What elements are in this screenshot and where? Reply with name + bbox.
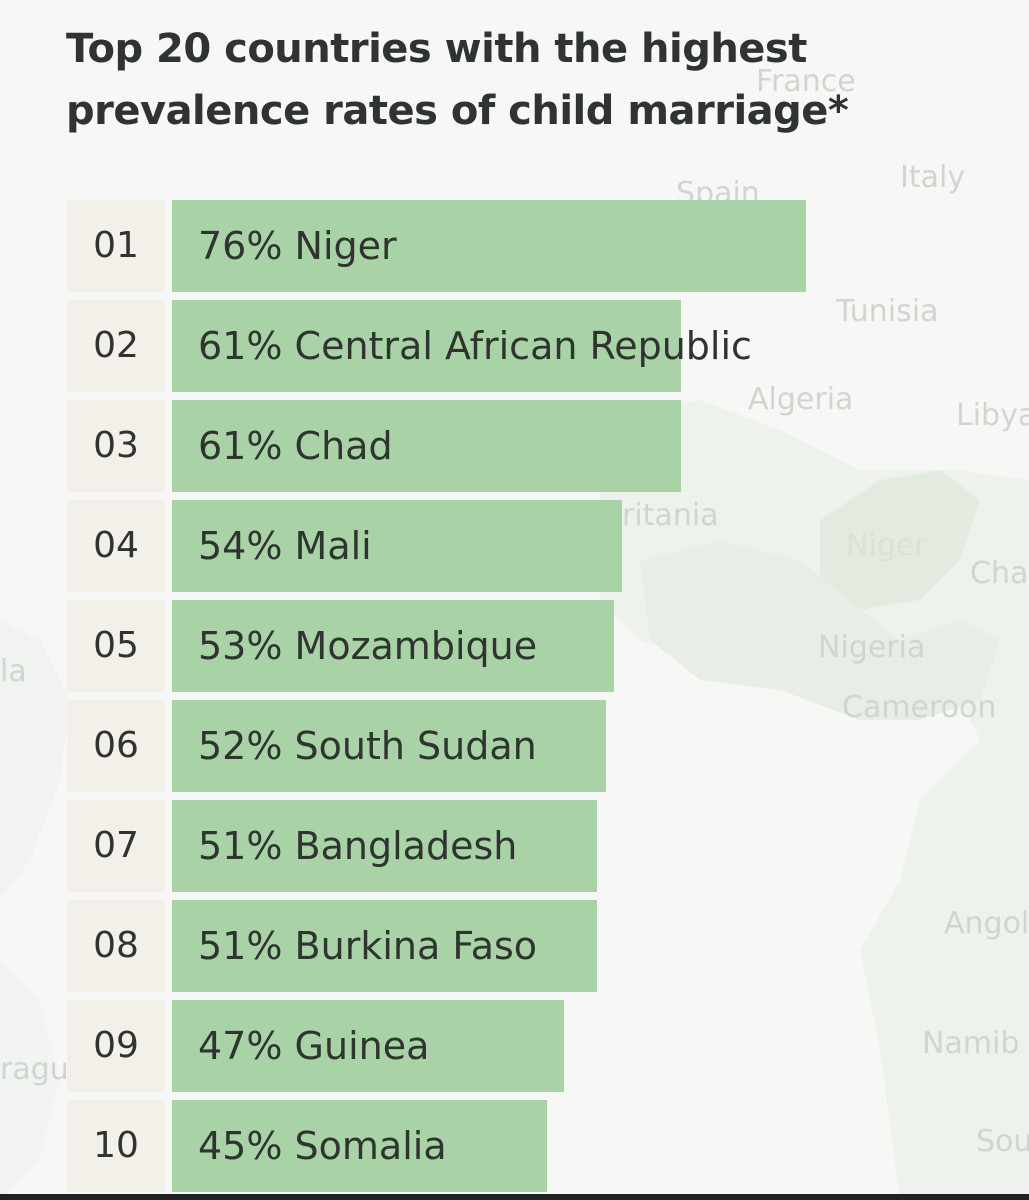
- map-label-nigeria: Nigeria: [818, 630, 926, 665]
- bar-central-african-republic: [172, 300, 681, 392]
- chart-title-line-1: Top 20 countries with the highest: [66, 26, 807, 72]
- map-label-angola: Angol: [944, 906, 1029, 941]
- map-label-nicaragua: ragu: [0, 1052, 69, 1087]
- rank-box-04: 04: [67, 500, 165, 592]
- map-label-italy: Italy: [900, 160, 966, 195]
- map-label-mauritania: ritania: [622, 498, 719, 533]
- map-label-la: la: [0, 654, 27, 689]
- bar-somalia: [172, 1100, 547, 1192]
- bar-label-somalia: 45% Somalia: [198, 1124, 447, 1168]
- rank-box-10: 10: [67, 1100, 165, 1192]
- chart-title-line-2: prevalence rates of child marriage*: [66, 88, 849, 134]
- rank-label-01: 01: [93, 225, 139, 266]
- map-label-tunisia: Tunisia: [836, 294, 939, 329]
- chart-title: Top 20 countries with the highest preval…: [66, 18, 966, 142]
- rank-box-08: 08: [67, 900, 165, 992]
- rank-label-02: 02: [93, 325, 139, 366]
- rank-box-01: 01: [67, 200, 165, 292]
- rank-box-07: 07: [67, 800, 165, 892]
- bar-south-sudan: [172, 700, 606, 792]
- bar-bangladesh: [172, 800, 597, 892]
- rank-label-09: 09: [93, 1025, 139, 1066]
- bar-label-niger: 76% Niger: [198, 224, 397, 268]
- bar-label-bangladesh: 51% Bangladesh: [198, 824, 518, 868]
- bar-label-guinea: 47% Guinea: [198, 1024, 430, 1068]
- bar-label-chad: 61% Chad: [198, 424, 393, 468]
- bar-label-mali: 54% Mali: [198, 524, 372, 568]
- rank-box-09: 09: [67, 1000, 165, 1092]
- map-land-americas: [0, 620, 70, 900]
- bar-burkina-faso: [172, 900, 597, 992]
- rank-box-02: 02: [67, 300, 165, 392]
- bar-mali: [172, 500, 622, 592]
- rank-box-06: 06: [67, 700, 165, 792]
- bar-label-mozambique: 53% Mozambique: [198, 624, 538, 668]
- map-land-niger: [820, 470, 980, 610]
- frame-bottom-border: [0, 1194, 1029, 1200]
- map-label-south-africa: Sou: [976, 1124, 1029, 1159]
- map-label-libya: Libya: [956, 398, 1029, 433]
- rank-label-07: 07: [93, 825, 139, 866]
- rank-label-05: 05: [93, 625, 139, 666]
- rank-label-08: 08: [93, 925, 139, 966]
- map-label-france: France: [756, 64, 856, 99]
- map-land-south: [0, 960, 60, 1200]
- bar-mozambique: [172, 600, 614, 692]
- map-label-algeria: Algeria: [748, 382, 854, 417]
- rank-label-06: 06: [93, 725, 139, 766]
- map-label-namibia: Namib: [922, 1026, 1020, 1061]
- bar-label-burkina-faso: 51% Burkina Faso: [198, 924, 538, 968]
- rank-box-05: 05: [67, 600, 165, 692]
- map-label-niger: Niger: [846, 528, 927, 563]
- bar-label-central-african-republic: 61% Central African Republic: [198, 324, 752, 368]
- bar-niger: [172, 200, 806, 292]
- map-land-sahel: [640, 540, 1000, 720]
- map-label-chad: Cha: [970, 556, 1029, 591]
- bar-label-south-sudan: 52% South Sudan: [198, 724, 537, 768]
- rank-label-10: 10: [93, 1125, 139, 1166]
- bar-guinea: [172, 1000, 564, 1092]
- rank-box-03: 03: [67, 400, 165, 492]
- bar-chad: [172, 400, 681, 492]
- map-label-cameroon: Cameroon: [842, 690, 997, 725]
- rank-label-04: 04: [93, 525, 139, 566]
- rank-label-03: 03: [93, 425, 139, 466]
